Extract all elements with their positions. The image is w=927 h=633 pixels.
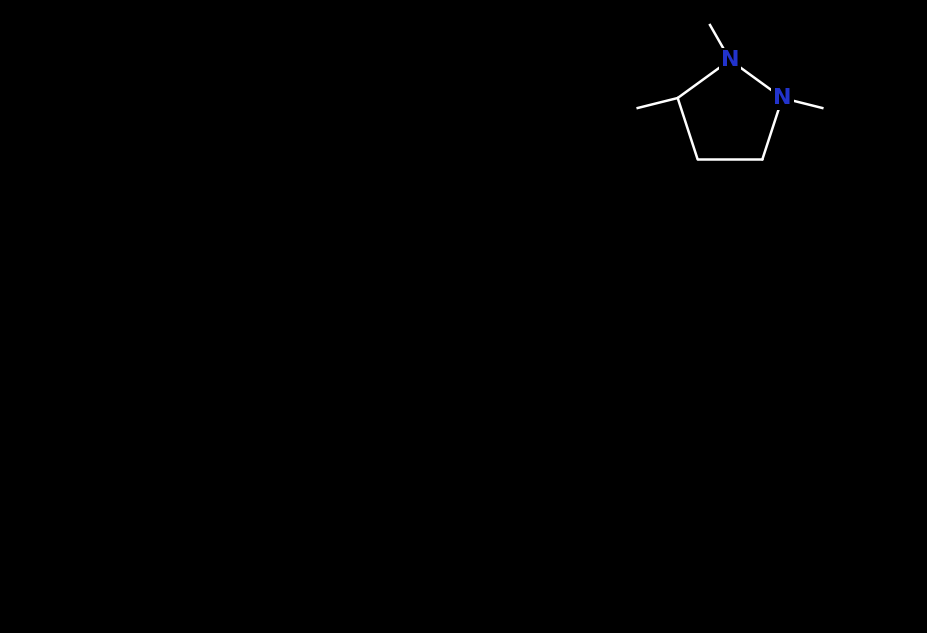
Text: N: N	[720, 50, 739, 70]
Text: N: N	[772, 88, 791, 108]
